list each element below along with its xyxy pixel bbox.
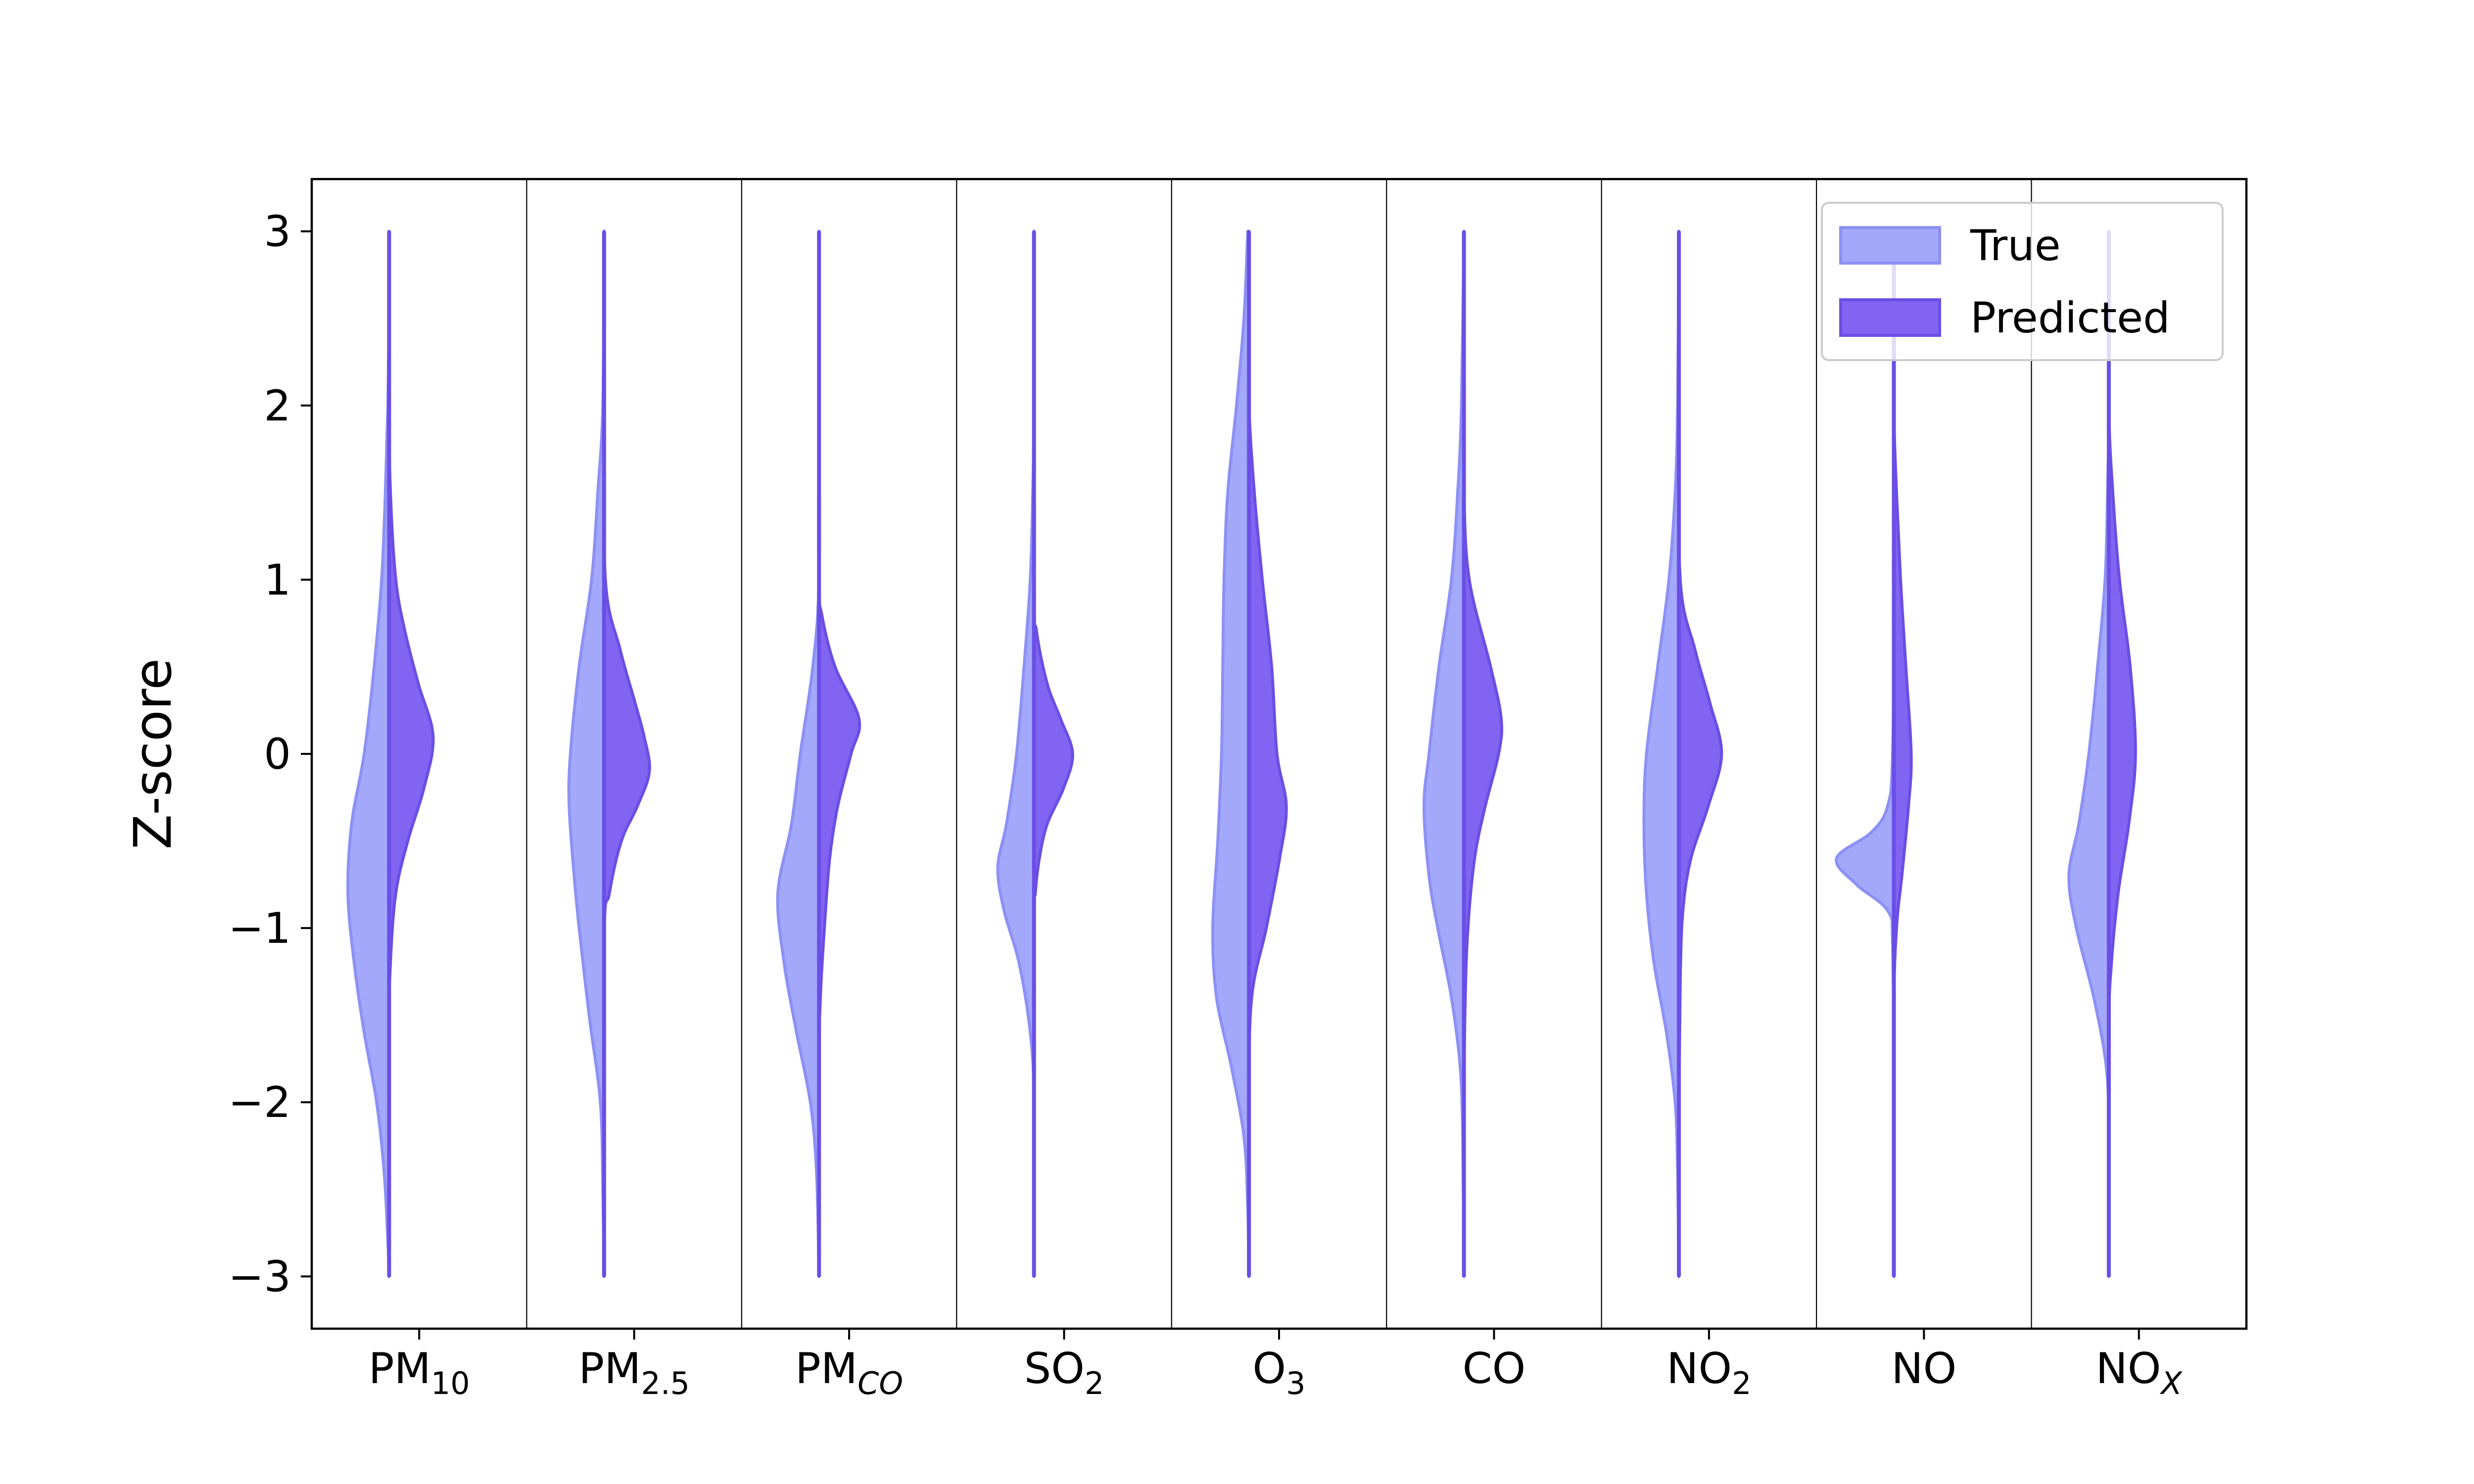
violin-true-6 [1423,230,1466,1278]
x-tick-label: PMCO [795,1344,903,1401]
legend: True Predicted [1821,202,2224,361]
x-tick-label: NO2 [1666,1344,1751,1401]
x-axis: PM10 PM2.5 PMCO SO2 O3 CO NO2 NO NOX [369,1329,2183,1401]
violin-layer [346,230,2137,1278]
legend-swatch-true [1839,226,1941,265]
x-tick-label-base: NO [2096,1344,2161,1393]
legend-label-true: True [1970,221,2061,271]
x-tick-label-base: NO [1666,1344,1732,1393]
x-tick-label: O3 [1252,1344,1305,1401]
x-tick-label-base: PM [369,1344,431,1393]
x-tick-label-subscript: CO [857,1365,903,1401]
x-tick-label-subscript: 10 [431,1365,470,1401]
x-tick-label-subscript: 3 [1286,1365,1305,1401]
y-tick-label: −3 [228,1252,291,1301]
x-tick-label: NOX [2096,1344,2183,1401]
violin-true-7 [1642,230,1681,1278]
x-tick-label-base: NO [1891,1344,1956,1393]
x-tick-label: PM10 [369,1344,470,1401]
x-tick-label-subscript: X [2160,1365,2183,1401]
x-tick-label-subscript: 2.5 [641,1365,690,1401]
legend-swatch-predicted [1839,298,1941,337]
x-tick-label-base: PM [795,1344,857,1393]
y-tick-label: −2 [228,1078,291,1127]
x-tick-label-base: O [1252,1344,1286,1393]
y-tick-label: −1 [228,904,291,953]
violin-true-2 [567,230,606,1278]
x-tick-label: PM2.5 [578,1344,690,1401]
y-axis-label: Z-score [123,658,183,849]
y-tick-label: 2 [264,381,291,431]
x-tick-label-subscript: 2 [1732,1365,1751,1401]
x-tick-label-subscript: 2 [1085,1365,1104,1401]
y-tick-label: 0 [264,730,291,779]
x-tick-label-base: SO [1024,1344,1085,1393]
x-tick-label: SO2 [1024,1344,1104,1401]
violin-true-5 [1211,230,1251,1278]
y-axis: 3 2 1 0 −1 −2 −3 [228,207,312,1301]
y-tick-label: 1 [264,556,291,605]
y-tick-label: 3 [264,207,291,257]
x-tick-label: NO [1891,1344,1956,1393]
x-tick-label-base: PM [578,1344,641,1393]
x-tick-label: CO [1463,1344,1526,1393]
x-tick-label-base: CO [1463,1344,1526,1393]
legend-label-predicted: Predicted [1970,293,2170,343]
category-separators [526,179,2032,1329]
